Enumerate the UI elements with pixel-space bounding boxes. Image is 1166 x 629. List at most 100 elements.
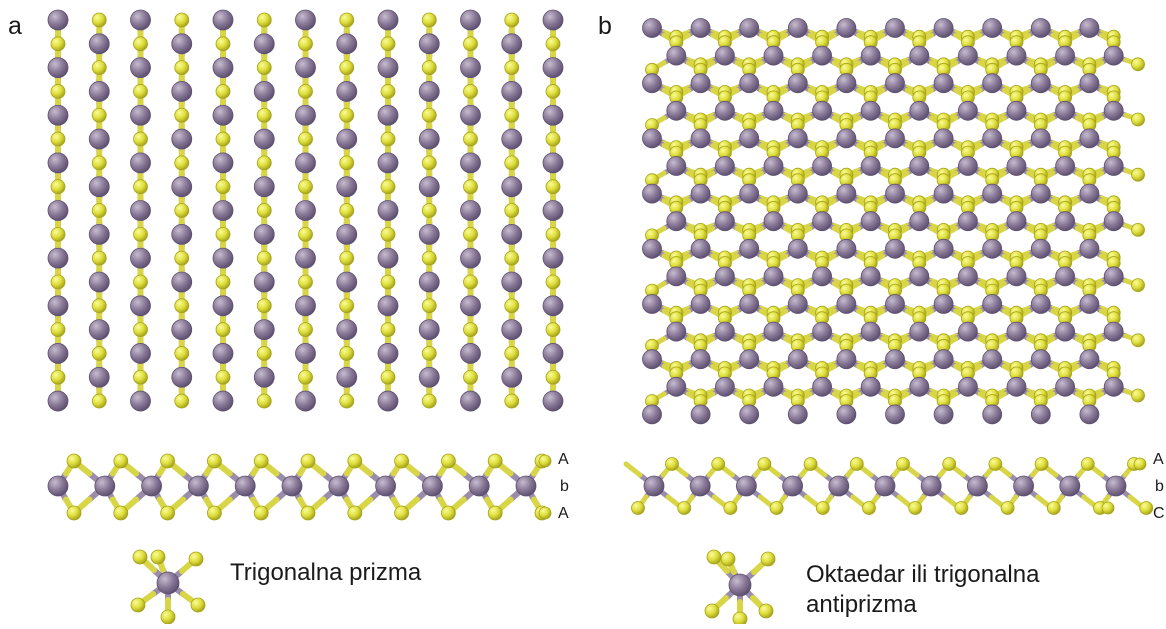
metal-atom bbox=[212, 200, 234, 221]
chalcogen-atom bbox=[380, 179, 396, 195]
metal-atom bbox=[885, 73, 905, 94]
chalcogen-atom bbox=[803, 457, 818, 471]
metal-atom bbox=[642, 183, 662, 204]
metal-atom bbox=[88, 176, 110, 198]
side-view-2h-layer bbox=[47, 453, 552, 521]
metal-atom bbox=[515, 475, 537, 497]
metal-atom bbox=[885, 128, 905, 149]
caption-line: antiprizma bbox=[806, 591, 917, 618]
metal-atom bbox=[690, 294, 711, 314]
chalcogen-atom bbox=[463, 179, 478, 195]
metal-atom bbox=[836, 404, 857, 425]
metal-atom bbox=[1006, 211, 1027, 232]
chalcogen-atom bbox=[50, 36, 66, 52]
chalcogen-atom bbox=[339, 203, 355, 218]
chalcogen-atom bbox=[160, 505, 176, 521]
chalcogen-atom bbox=[206, 453, 222, 469]
metal-atom bbox=[787, 18, 808, 38]
metal-atom bbox=[212, 104, 234, 126]
metal-atom bbox=[958, 266, 978, 287]
chalcogen-atom bbox=[339, 298, 355, 314]
chalcogen-atom bbox=[704, 603, 720, 619]
metal-atom bbox=[377, 390, 399, 412]
metal-atom bbox=[812, 211, 832, 232]
chalcogen-atom bbox=[91, 203, 107, 218]
metal-atom bbox=[1055, 45, 1075, 66]
chalcogen-atom bbox=[256, 107, 272, 123]
chalcogen-atom bbox=[339, 250, 355, 266]
chalcogen-atom bbox=[504, 155, 520, 171]
metal-atom bbox=[460, 57, 481, 79]
chalcogen-atom bbox=[339, 346, 355, 361]
chalcogen-atom bbox=[133, 274, 148, 290]
metal-atom bbox=[418, 319, 440, 341]
metal-atom bbox=[141, 475, 163, 497]
metal-atom bbox=[982, 183, 1003, 204]
chalcogen-atom bbox=[545, 322, 561, 338]
chalcogen-atom bbox=[256, 12, 272, 28]
metal-atom bbox=[812, 376, 832, 397]
panel-label-a: a bbox=[8, 12, 22, 40]
metal-atom bbox=[253, 319, 275, 341]
metal-atom bbox=[666, 156, 687, 176]
metal-atom bbox=[377, 247, 399, 269]
metal-atom bbox=[1030, 294, 1051, 314]
stacking-label: b bbox=[560, 478, 569, 495]
metal-atom bbox=[909, 156, 930, 176]
metal-atom bbox=[812, 321, 832, 342]
metal-atom bbox=[336, 176, 358, 198]
chalcogen-atom bbox=[1131, 167, 1145, 182]
metal-atom bbox=[47, 200, 69, 221]
metal-atom bbox=[1079, 73, 1100, 94]
metal-atom bbox=[739, 238, 760, 259]
metal-atom bbox=[336, 223, 358, 245]
chalcogen-atom bbox=[50, 226, 66, 242]
metal-atom bbox=[967, 475, 988, 497]
chalcogen-atom bbox=[760, 551, 776, 567]
metal-atom bbox=[690, 73, 711, 94]
metal-atom bbox=[336, 366, 358, 388]
metal-atom bbox=[739, 183, 760, 204]
metal-atom bbox=[1030, 18, 1051, 38]
metal-atom bbox=[212, 343, 234, 364]
metal-atom bbox=[690, 238, 711, 259]
metal-atom bbox=[642, 238, 662, 259]
chalcogen-atom bbox=[174, 155, 190, 171]
chalcogen-atom bbox=[380, 369, 396, 385]
metal-atom bbox=[1055, 100, 1075, 121]
metal-atom bbox=[130, 343, 151, 364]
metal-atom bbox=[836, 73, 857, 94]
chalcogen-atom bbox=[91, 393, 107, 409]
metal-atom bbox=[88, 81, 110, 102]
metal-atom bbox=[295, 390, 316, 412]
metal-atom bbox=[909, 211, 930, 232]
trigonal-prism-icon bbox=[130, 549, 206, 625]
metal-atom bbox=[642, 349, 662, 370]
metal-atom bbox=[982, 238, 1003, 259]
metal-atom bbox=[763, 211, 784, 232]
chalcogen-atom bbox=[504, 107, 520, 123]
chalcogen-atom bbox=[130, 597, 146, 613]
metal-atom bbox=[130, 9, 151, 31]
metal-atom bbox=[690, 128, 711, 149]
chalcogen-atom bbox=[174, 250, 190, 266]
metal-atom bbox=[418, 271, 440, 293]
metal-atom bbox=[377, 343, 399, 364]
metal-atom bbox=[377, 295, 399, 317]
metal-atom bbox=[460, 104, 481, 126]
chalcogen-atom bbox=[1131, 57, 1145, 72]
metal-atom bbox=[47, 9, 69, 31]
chalcogen-atom bbox=[133, 36, 148, 52]
metal-atom bbox=[501, 33, 523, 55]
chalcogen-atom bbox=[380, 274, 396, 290]
metal-atom bbox=[47, 343, 69, 364]
chalcogen-atom bbox=[545, 369, 561, 385]
chalcogen-atom bbox=[394, 453, 410, 469]
chalcogen-atom bbox=[133, 226, 148, 242]
metal-atom bbox=[1079, 349, 1100, 370]
chalcogen-atom bbox=[1101, 501, 1115, 515]
metal-atom bbox=[690, 349, 711, 370]
chalcogen-atom bbox=[253, 505, 269, 521]
chalcogen-atom bbox=[504, 298, 520, 314]
